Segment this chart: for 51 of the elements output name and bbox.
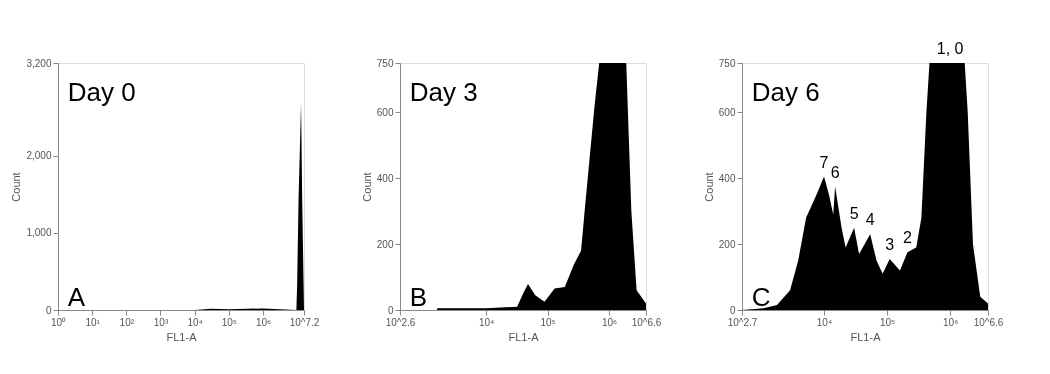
x-tick-label: 10^2.7 [727, 316, 758, 328]
x-tick-label: 10⁵ [221, 316, 237, 328]
annotation: A [67, 281, 86, 312]
annotation: Day 3 [409, 76, 478, 107]
annotation: 6 [830, 163, 840, 181]
y-axis-title: Count [360, 172, 373, 202]
annotation: 3 [885, 235, 895, 253]
x-tick-label: 10³ [153, 316, 169, 328]
x-tick-label: 10⁴ [816, 316, 833, 328]
annotation: 1, 0 [936, 40, 964, 57]
x-tick-label: 10⁰ [50, 316, 67, 328]
y-tick-label: 200 [718, 238, 736, 250]
x-axis-title: FL1-A [166, 330, 198, 343]
x-tick-label: 10^6.6 [631, 316, 662, 328]
y-tick-label: 2,000 [26, 150, 52, 162]
x-tick-label: 10⁶ [255, 316, 272, 328]
y-tick-label: 400 [376, 172, 394, 184]
annotation: 7 [819, 153, 829, 171]
annotation: B [409, 281, 428, 312]
y-tick-label: 200 [376, 238, 394, 250]
y-tick-label: 400 [718, 172, 736, 184]
x-tick-label: 10⁵ [879, 316, 896, 328]
y-tick-label: 750 [718, 57, 736, 69]
x-axis-title: FL1-A [508, 330, 540, 343]
y-tick-label: 0 [387, 304, 394, 316]
annotation: Day 0 [67, 76, 136, 107]
x-tick-label: 10^7.2 [289, 316, 320, 328]
annotation: 4 [865, 211, 875, 229]
x-tick-label: 10^2.6 [385, 316, 416, 328]
x-tick-label: 10^6.6 [973, 316, 1004, 328]
x-tick-label: 10⁵ [540, 316, 556, 328]
annotation: Day 6 [751, 76, 820, 107]
x-tick-label: 10⁴ [187, 316, 203, 328]
x-axis-title: FL1-A [850, 330, 882, 343]
x-tick-label: 10¹ [85, 316, 101, 328]
y-tick-label: 750 [376, 57, 394, 69]
y-axis-title: Count [702, 172, 715, 202]
y-tick-label: 600 [376, 106, 394, 118]
x-tick-label: 10⁴ [478, 316, 495, 328]
y-tick-label: 0 [45, 304, 52, 316]
y-tick-label: 1,000 [26, 227, 52, 239]
y-tick-label: 3,200 [26, 57, 52, 69]
x-tick-label: 10⁶ [943, 316, 959, 328]
y-axis-title: Count [10, 172, 23, 202]
annotation: C [751, 281, 771, 312]
x-tick-label: 10⁶ [601, 316, 618, 328]
y-tick-label: 0 [729, 304, 736, 316]
y-tick-label: 600 [718, 106, 736, 118]
x-tick-label: 10² [119, 316, 135, 328]
annotation: 5 [849, 204, 859, 222]
annotation: 2 [902, 229, 912, 247]
